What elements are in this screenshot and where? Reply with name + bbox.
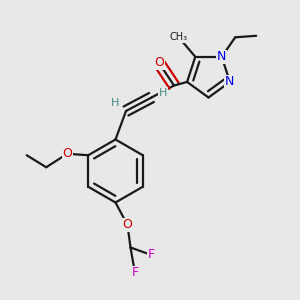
Text: N: N xyxy=(225,76,235,88)
Text: H: H xyxy=(110,98,119,109)
Text: H: H xyxy=(159,88,167,98)
Text: O: O xyxy=(62,147,72,160)
Text: O: O xyxy=(154,56,164,70)
Text: F: F xyxy=(131,266,139,280)
Text: F: F xyxy=(148,248,155,262)
Text: N: N xyxy=(217,50,226,63)
Text: CH₃: CH₃ xyxy=(170,32,188,42)
Text: O: O xyxy=(123,218,132,232)
